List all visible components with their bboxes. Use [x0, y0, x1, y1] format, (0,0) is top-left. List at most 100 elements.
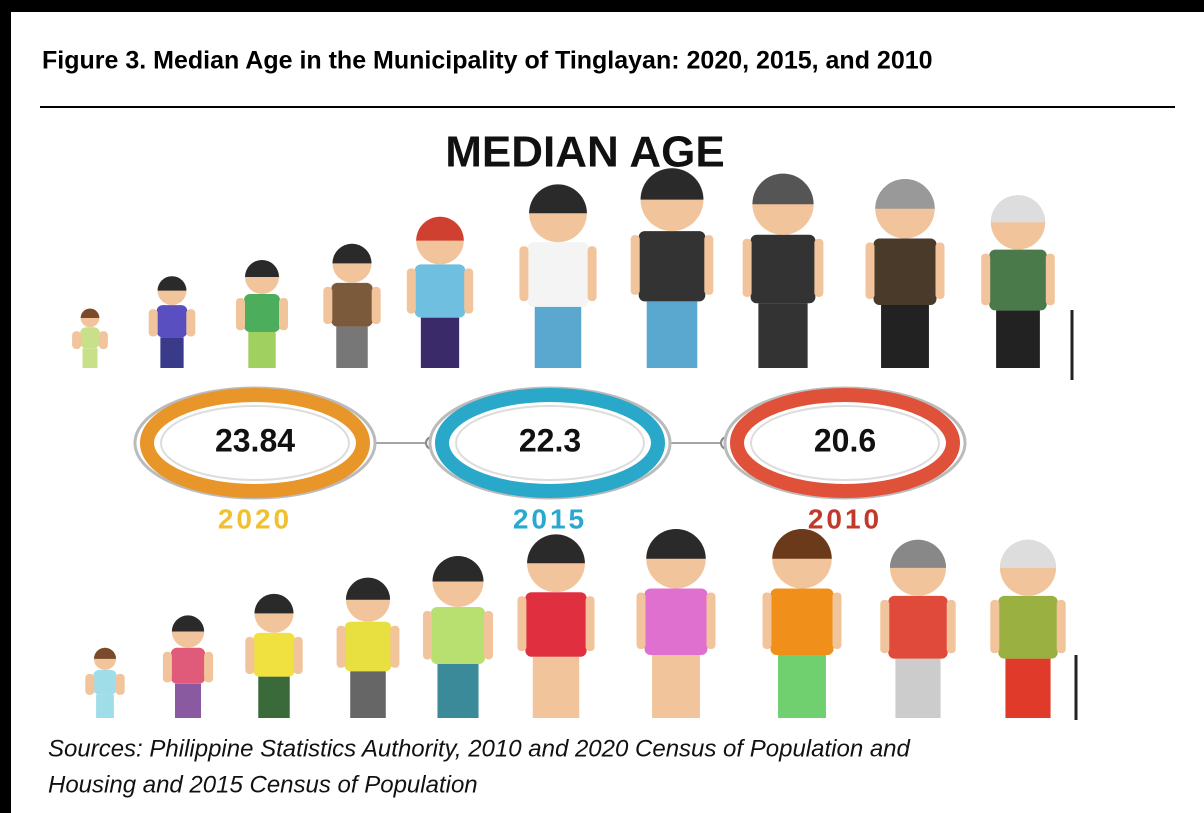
person: [162, 615, 214, 718]
arm: [814, 238, 824, 297]
body: [888, 595, 948, 659]
body: [750, 234, 816, 304]
arm: [517, 596, 527, 652]
hair: [752, 173, 814, 205]
body: [998, 595, 1058, 659]
hair: [245, 260, 279, 277]
arm: [935, 242, 945, 300]
arm: [706, 592, 716, 650]
person: [519, 184, 597, 368]
legs: [778, 655, 826, 718]
source-line: Sources: Philippine Statistics Authority…: [48, 735, 911, 762]
person: [236, 260, 288, 368]
person: [762, 529, 842, 718]
rings: 23.84 2020 22.3 2015 20.6 2010: [133, 386, 967, 534]
person: [742, 173, 824, 368]
hair: [332, 243, 372, 264]
hair: [432, 556, 484, 582]
arm: [336, 625, 346, 668]
body: [431, 607, 485, 664]
year-label: 2010: [808, 503, 882, 534]
hair: [416, 216, 464, 241]
body: [525, 592, 587, 657]
body: [80, 327, 100, 349]
person: [981, 195, 1055, 368]
person: [517, 534, 595, 718]
person: [880, 539, 956, 718]
legs: [758, 303, 808, 368]
legs: [420, 317, 460, 368]
body: [770, 588, 834, 655]
body: [156, 305, 188, 338]
person: [865, 179, 945, 368]
hair: [875, 179, 935, 209]
person: [72, 308, 108, 368]
figure-title: Figure 3. Median Age in the Municipality…: [42, 47, 933, 75]
ring-inner: [750, 405, 940, 481]
body: [873, 238, 937, 305]
arm: [423, 611, 432, 660]
arm: [981, 253, 991, 306]
legs: [160, 337, 184, 368]
legs: [534, 306, 582, 368]
hair: [157, 276, 187, 291]
hair: [640, 168, 704, 200]
arm: [990, 599, 1000, 654]
arm: [519, 246, 529, 302]
legs: [1005, 658, 1051, 718]
arm: [636, 592, 646, 650]
hair: [889, 539, 947, 568]
legs: [996, 310, 1040, 368]
legs: [646, 301, 698, 368]
legs: [258, 676, 290, 718]
ring-inner: [455, 405, 645, 481]
arm: [832, 592, 842, 650]
person: [630, 168, 714, 368]
legs: [336, 326, 368, 368]
hair: [772, 529, 832, 559]
hair: [999, 539, 1057, 568]
arm: [742, 238, 752, 297]
body: [344, 621, 392, 672]
arm: [293, 636, 303, 675]
legs: [437, 664, 479, 718]
legs: [881, 305, 929, 368]
body: [331, 282, 373, 327]
arm: [85, 673, 95, 695]
legs: [82, 348, 98, 368]
arm: [762, 592, 772, 650]
legs: [248, 332, 276, 368]
person: [423, 556, 493, 718]
year-label: 2015: [513, 503, 587, 534]
person: [636, 529, 716, 718]
arm: [323, 286, 333, 325]
arm: [204, 651, 214, 683]
legs: [895, 658, 941, 718]
median-age-value: 23.84: [215, 422, 295, 458]
year-label: 2020: [218, 503, 292, 534]
arm: [72, 331, 82, 350]
arm: [880, 599, 890, 654]
body: [527, 242, 589, 307]
body: [93, 669, 117, 695]
hair: [990, 195, 1046, 223]
body: [244, 294, 280, 332]
hair: [646, 529, 706, 559]
legs: [652, 655, 700, 718]
people: [72, 168, 1078, 720]
median-age-value: 22.3: [519, 422, 581, 458]
legs: [350, 671, 386, 718]
top-border: [0, 0, 1204, 12]
ring-inner: [160, 405, 350, 481]
legs: [532, 656, 580, 718]
hair: [529, 184, 587, 214]
body: [414, 264, 466, 318]
hair: [93, 647, 117, 659]
hair: [345, 577, 391, 600]
hair: [171, 615, 205, 632]
arm: [245, 636, 255, 675]
median-age-value: 20.6: [814, 422, 876, 458]
legs: [175, 683, 201, 718]
arm: [115, 673, 125, 695]
